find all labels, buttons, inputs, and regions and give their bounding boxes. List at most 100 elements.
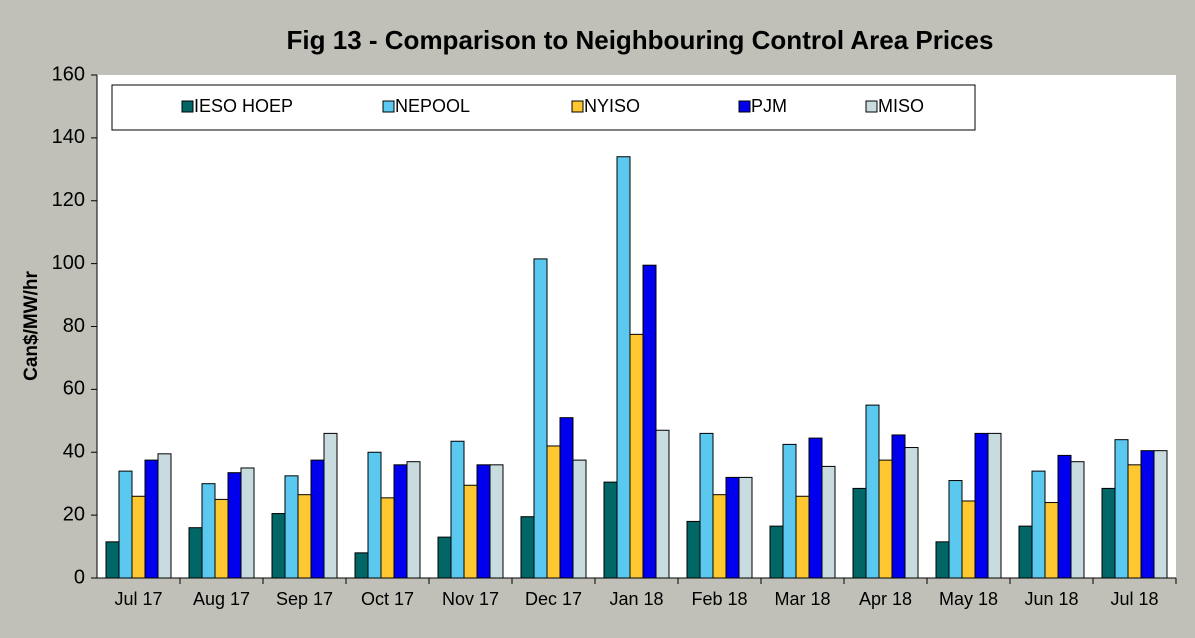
bar xyxy=(616,156,631,579)
bar xyxy=(712,494,727,579)
x-tick-label: Jan 18 xyxy=(609,589,663,609)
x-tick-label: Nov 17 xyxy=(442,589,499,609)
chart-title: Fig 13 - Comparison to Neighbouring Cont… xyxy=(287,25,994,55)
y-tick-label: 100 xyxy=(52,252,85,274)
bar xyxy=(808,437,823,579)
x-tick-label: Sep 17 xyxy=(276,589,333,609)
x-tick-label: Feb 18 xyxy=(691,589,747,609)
x-tick-label: Dec 17 xyxy=(525,589,582,609)
bar xyxy=(310,459,325,579)
bar xyxy=(463,484,478,579)
bar xyxy=(891,434,906,579)
bar xyxy=(354,552,369,579)
x-tick-label: Apr 18 xyxy=(859,589,912,609)
y-tick-label: 160 xyxy=(52,63,85,85)
bar xyxy=(904,447,919,579)
bar xyxy=(520,516,535,579)
y-tick-label: 0 xyxy=(74,566,85,588)
legend xyxy=(111,84,976,131)
x-tick-label: Mar 18 xyxy=(774,589,830,609)
bar xyxy=(118,470,133,579)
bar xyxy=(131,495,146,579)
bar xyxy=(1114,439,1129,579)
bar xyxy=(603,481,618,579)
bar xyxy=(769,525,784,579)
y-tick-label: 140 xyxy=(52,126,85,148)
bar xyxy=(1018,525,1033,579)
bar xyxy=(406,461,421,579)
y-tick-label: 120 xyxy=(52,189,85,211)
legend-swatch xyxy=(181,100,194,113)
bar xyxy=(437,536,452,579)
legend-swatch xyxy=(571,100,584,113)
legend-label: PJM xyxy=(751,96,787,116)
x-tick-label: Jun 18 xyxy=(1024,589,1078,609)
legend-label: MISO xyxy=(878,96,924,116)
y-tick-label: 20 xyxy=(63,503,85,525)
bar xyxy=(1044,502,1059,579)
bar xyxy=(935,541,950,579)
bar xyxy=(188,527,203,579)
bar xyxy=(655,429,670,579)
bar xyxy=(489,464,504,579)
legend-swatch xyxy=(382,100,395,113)
bar xyxy=(214,498,229,579)
bar xyxy=(1140,450,1155,579)
x-tick-label: May 18 xyxy=(939,589,998,609)
bar xyxy=(284,475,299,579)
bar xyxy=(105,541,120,579)
bar xyxy=(948,480,963,579)
bar xyxy=(323,432,338,579)
bar xyxy=(642,264,657,579)
bar xyxy=(144,459,159,579)
bar xyxy=(367,451,382,579)
bar xyxy=(201,483,216,579)
bar xyxy=(961,500,976,579)
bar xyxy=(782,443,797,579)
bar xyxy=(865,404,880,579)
bar xyxy=(1101,487,1116,579)
y-tick-label: 60 xyxy=(63,378,85,400)
bar xyxy=(699,432,714,579)
bar xyxy=(559,417,574,579)
y-tick-label: 80 xyxy=(63,315,85,337)
legend-label: IESO HOEP xyxy=(194,96,293,116)
legend-swatch xyxy=(738,100,751,113)
bar xyxy=(380,497,395,579)
x-tick-label: Aug 17 xyxy=(193,589,250,609)
bar xyxy=(450,440,465,579)
bar xyxy=(546,445,561,579)
bar xyxy=(1057,454,1072,579)
bar xyxy=(1070,461,1085,579)
bar xyxy=(1127,464,1142,579)
legend-label: NEPOOL xyxy=(395,96,470,116)
x-tick-label: Jul 18 xyxy=(1110,589,1158,609)
bar xyxy=(821,465,836,579)
bar xyxy=(476,464,491,579)
legend-swatch xyxy=(865,100,878,113)
bar xyxy=(572,459,587,579)
x-tick-label: Oct 17 xyxy=(361,589,414,609)
bar xyxy=(271,513,286,579)
bar xyxy=(987,432,1002,579)
legend-label: NYISO xyxy=(584,96,640,116)
bar xyxy=(725,476,740,579)
bar xyxy=(227,472,242,579)
bar xyxy=(393,464,408,579)
bar xyxy=(1153,450,1168,579)
x-tick-label: Jul 17 xyxy=(114,589,162,609)
bar xyxy=(795,495,810,579)
bar xyxy=(533,258,548,579)
bar xyxy=(852,487,867,579)
y-axis-label: Can$/MW/hr xyxy=(21,271,42,381)
bar xyxy=(157,453,172,579)
bar xyxy=(1031,470,1046,579)
bar xyxy=(878,459,893,579)
bar xyxy=(629,333,644,579)
y-tick-label: 40 xyxy=(63,441,85,463)
bar xyxy=(240,467,255,579)
bar xyxy=(738,476,753,579)
bar xyxy=(686,520,701,579)
bar xyxy=(974,432,989,579)
